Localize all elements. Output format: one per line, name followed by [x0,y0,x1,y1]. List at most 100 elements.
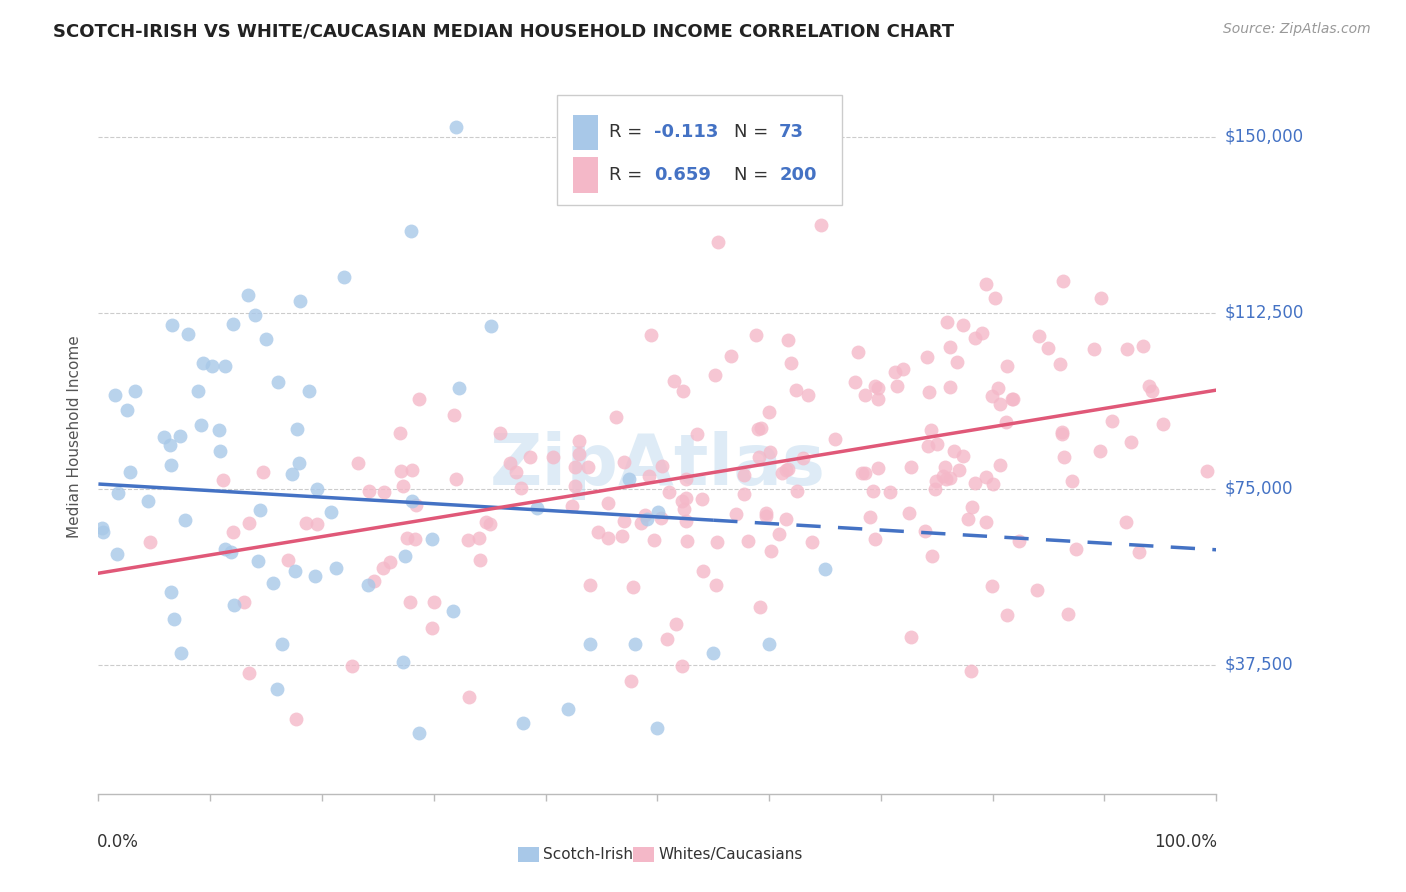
Point [863,532,886,546]
Point [262,575,284,590]
Point [675,514,697,528]
Point [900,630,922,644]
Point [401,223,423,237]
Point [690,491,713,506]
Point [304,569,326,583]
Point [939,471,962,485]
Point [921,549,943,564]
Point [792,450,814,465]
Point [995,607,1018,622]
Bar [633,847,654,863]
Point [675,472,697,486]
Bar [574,114,598,150]
Point [160,585,183,599]
Point [193,356,215,370]
Point [401,493,423,508]
Point [1050,425,1073,439]
Point [221,318,243,332]
Point [380,556,402,570]
Point [775,463,797,477]
Point [897,506,920,520]
Point [988,397,1011,411]
Point [357,578,380,592]
Point [277,552,299,566]
Point [1028,328,1050,343]
Point [759,544,782,558]
Point [405,498,427,512]
Point [391,655,413,669]
Point [984,291,1007,305]
Point [468,552,491,566]
Point [1137,379,1160,393]
Point [658,485,681,500]
Point [1088,444,1111,458]
Point [851,466,873,480]
Point [359,483,381,498]
Point [952,449,974,463]
Point [737,533,759,548]
Point [844,376,866,390]
Point [703,368,725,383]
Point [444,472,467,486]
Point [163,612,186,626]
Point [785,384,807,398]
Point [481,318,503,333]
Point [891,362,914,376]
Point [246,554,269,568]
Point [395,531,418,545]
Point [1008,534,1031,549]
Point [1002,392,1025,407]
Point [636,512,658,526]
Point [744,328,766,343]
Point [489,426,512,441]
Point [918,385,941,400]
Point [704,577,727,591]
Point [671,493,693,508]
Point [801,534,824,549]
Point [946,355,969,369]
Text: $150,000: $150,000 [1225,128,1303,145]
Point [105,548,128,562]
Point [671,659,693,673]
Point [305,516,328,531]
Point [420,532,443,546]
Point [201,359,224,373]
Point [915,350,938,364]
Point [662,374,685,388]
Point [733,467,755,482]
Point [1152,417,1174,431]
Point [657,632,679,647]
Point [981,476,1004,491]
Point [775,511,797,525]
Bar [517,847,538,863]
Text: Source: ZipAtlas.com: Source: ZipAtlas.com [1223,22,1371,37]
Point [686,426,709,441]
Point [884,365,907,379]
Point [927,437,949,451]
Point [814,561,837,575]
Point [211,473,233,487]
Point [665,616,688,631]
Point [776,462,799,476]
Text: R =: R = [609,166,648,184]
Point [441,604,464,618]
Point [519,450,541,465]
Point [578,578,600,592]
Point [1115,515,1137,529]
Point [868,381,890,395]
Point [936,316,959,330]
Point [224,598,246,612]
Point [868,392,890,407]
Point [755,506,778,520]
Point [970,326,993,341]
Point [643,533,665,547]
Point [675,491,697,506]
Point [1053,450,1076,464]
Point [238,666,260,681]
Point [673,501,696,516]
Point [935,472,957,486]
Point [468,532,491,546]
Text: $75,000: $75,000 [1225,480,1294,498]
Point [706,535,728,549]
Point [136,494,159,508]
